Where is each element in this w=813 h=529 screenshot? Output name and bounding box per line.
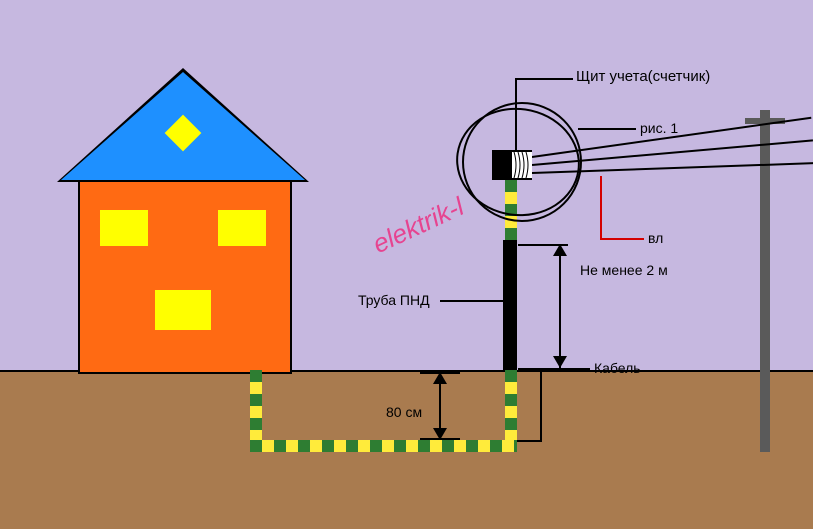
label-meter: Щит учета(счетчик) (576, 68, 710, 85)
dim-height-line (559, 244, 561, 368)
cable-segment (502, 440, 514, 452)
cable-segment (250, 370, 262, 382)
cable-segment (478, 440, 490, 452)
cable-segment (250, 406, 262, 418)
label-fig: рис. 1 (640, 120, 678, 136)
label-depth: 80 см (386, 404, 422, 420)
cable-segment (394, 440, 406, 452)
pnd-pipe (503, 240, 517, 370)
diagram-canvas: { "canvas": { "width": 813, "height": 52… (0, 0, 813, 529)
window-3 (155, 290, 211, 330)
cable-segment (298, 440, 310, 452)
cable-segment (250, 440, 262, 452)
label-height: Не менее 2 м (580, 262, 668, 278)
cable-segment (466, 440, 478, 452)
cable-segment (382, 440, 394, 452)
leader-pipe-v (440, 300, 442, 301)
cable-segment (322, 440, 334, 452)
window-1 (100, 210, 148, 246)
dim-depth-tick-bot (420, 438, 460, 440)
cable-segment (370, 440, 382, 452)
cable-segment (505, 370, 517, 382)
cable-segment (250, 394, 262, 406)
cable-segment (490, 440, 502, 452)
dim-height-arrow-down (553, 356, 567, 368)
cable-segment (406, 440, 418, 452)
leader-vl-v (600, 176, 602, 238)
label-vl: вл (648, 230, 663, 246)
cable-segment (505, 418, 517, 430)
cable-segment (505, 382, 517, 394)
cable-segment (310, 440, 322, 452)
leader-meter-v (515, 78, 517, 150)
cable-segment (418, 440, 430, 452)
cable-segment (274, 440, 286, 452)
dim-depth-tick-top (420, 372, 460, 374)
cable-segment (358, 440, 370, 452)
leader-meter-h (515, 78, 573, 80)
cable-segment (250, 418, 262, 430)
cable-segment (334, 440, 346, 452)
dim-height-tick-top (518, 244, 568, 246)
cable-segment (286, 440, 298, 452)
cable-segment (430, 440, 442, 452)
cable-segment (454, 440, 466, 452)
cable-segment (505, 394, 517, 406)
window-2 (218, 210, 266, 246)
cable-segment (505, 406, 517, 418)
label-pipe: Труба ПНД (358, 292, 430, 308)
utility-pole (760, 110, 770, 452)
cable-segment (250, 382, 262, 394)
leader-cable-v (540, 368, 542, 442)
leader-pipe-h (440, 300, 503, 302)
label-cable: Кабель (594, 360, 641, 376)
cable-segment (442, 440, 454, 452)
leader-fig (578, 128, 636, 130)
leader-cable-h1 (517, 440, 542, 442)
dim-height-tick-bot (518, 368, 578, 370)
leader-vl-h (600, 238, 644, 240)
cable-segment (505, 228, 517, 240)
cable-segment (346, 440, 358, 452)
cable-segment (262, 440, 274, 452)
